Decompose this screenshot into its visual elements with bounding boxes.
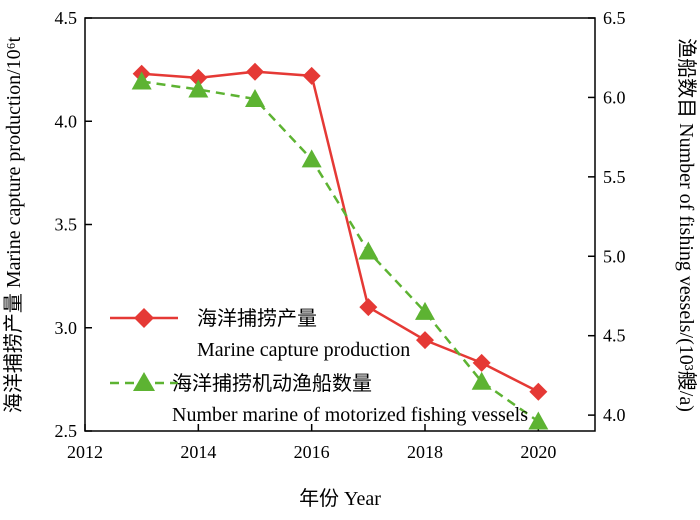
y-left-tick-label: 3.5 [55,215,78,235]
production-point-marker [529,382,548,401]
legend-vessels-en: Number marine of motorized fishing vesse… [172,404,528,426]
legend-production-en: Marine capture production [197,339,410,361]
x-tick-label: 2020 [520,442,556,462]
y-left-tick-label: 4.5 [55,8,78,28]
y-left-tick-label: 4.0 [55,111,78,131]
legend-diamond-marker [134,308,154,328]
production-point-marker [302,66,321,85]
vessels-point-marker [358,241,379,260]
legend-production-cn: 海洋捕捞产量 [197,307,317,330]
x-axis-title: 年份 Year [299,487,381,510]
x-tick-label: 2014 [180,442,216,462]
vessels-point-marker [301,149,322,168]
vessels-point-marker [528,411,549,430]
plot-frame [84,17,596,432]
vessels-point-marker [415,301,435,320]
y-left-tick-label: 2.5 [55,421,78,441]
series-layer [131,62,549,430]
production-point-marker [472,353,491,372]
vessels-point-marker [245,89,265,108]
x-tick-label: 2016 [294,442,330,462]
y-right-tick-label: 6.5 [603,8,626,28]
vessels-point-marker [131,71,152,90]
legend-triangle-marker [133,372,155,391]
y-right-axis-ticks: 4.0 4.5 5.0 5.5 6.0 6.5 [588,8,626,425]
y-right-axis-title: 渔船数目 Number of fishing vessels/(10³艘/a) [675,38,698,412]
production-point-marker [189,68,208,87]
vessels-point-marker [188,79,209,98]
legend-vessels-cn: 海洋捕捞机动渔船数量 [172,372,372,395]
x-tick-label: 2012 [67,442,103,462]
y-right-tick-label: 4.0 [603,405,626,425]
y-right-tick-label: 4.5 [603,326,626,346]
production-point-marker [246,62,264,81]
y-left-tick-label: 3.0 [55,318,78,338]
x-axis-ticks: 2012 2014 2016 2018 2020 [67,424,556,462]
vessels-point-marker [471,371,492,390]
y-right-tick-label: 6.0 [603,87,626,107]
series-line-production [141,70,539,393]
y-right-tick-label: 5.0 [603,246,626,266]
series-line-vessels [141,80,540,423]
y-right-tick-label: 5.5 [603,167,626,187]
y-left-axis-ticks: 2.5 3.0 3.5 4.0 4.5 [55,8,92,441]
production-point-marker [359,298,378,317]
y-left-axis-title: 海洋捕捞产量 Marine capture production/10⁶t [2,36,25,413]
x-tick-label: 2018 [407,442,443,462]
production-point-marker [416,331,434,350]
legend: 海洋捕捞产量 Marine capture production 海洋捕捞机动渔… [110,307,528,426]
